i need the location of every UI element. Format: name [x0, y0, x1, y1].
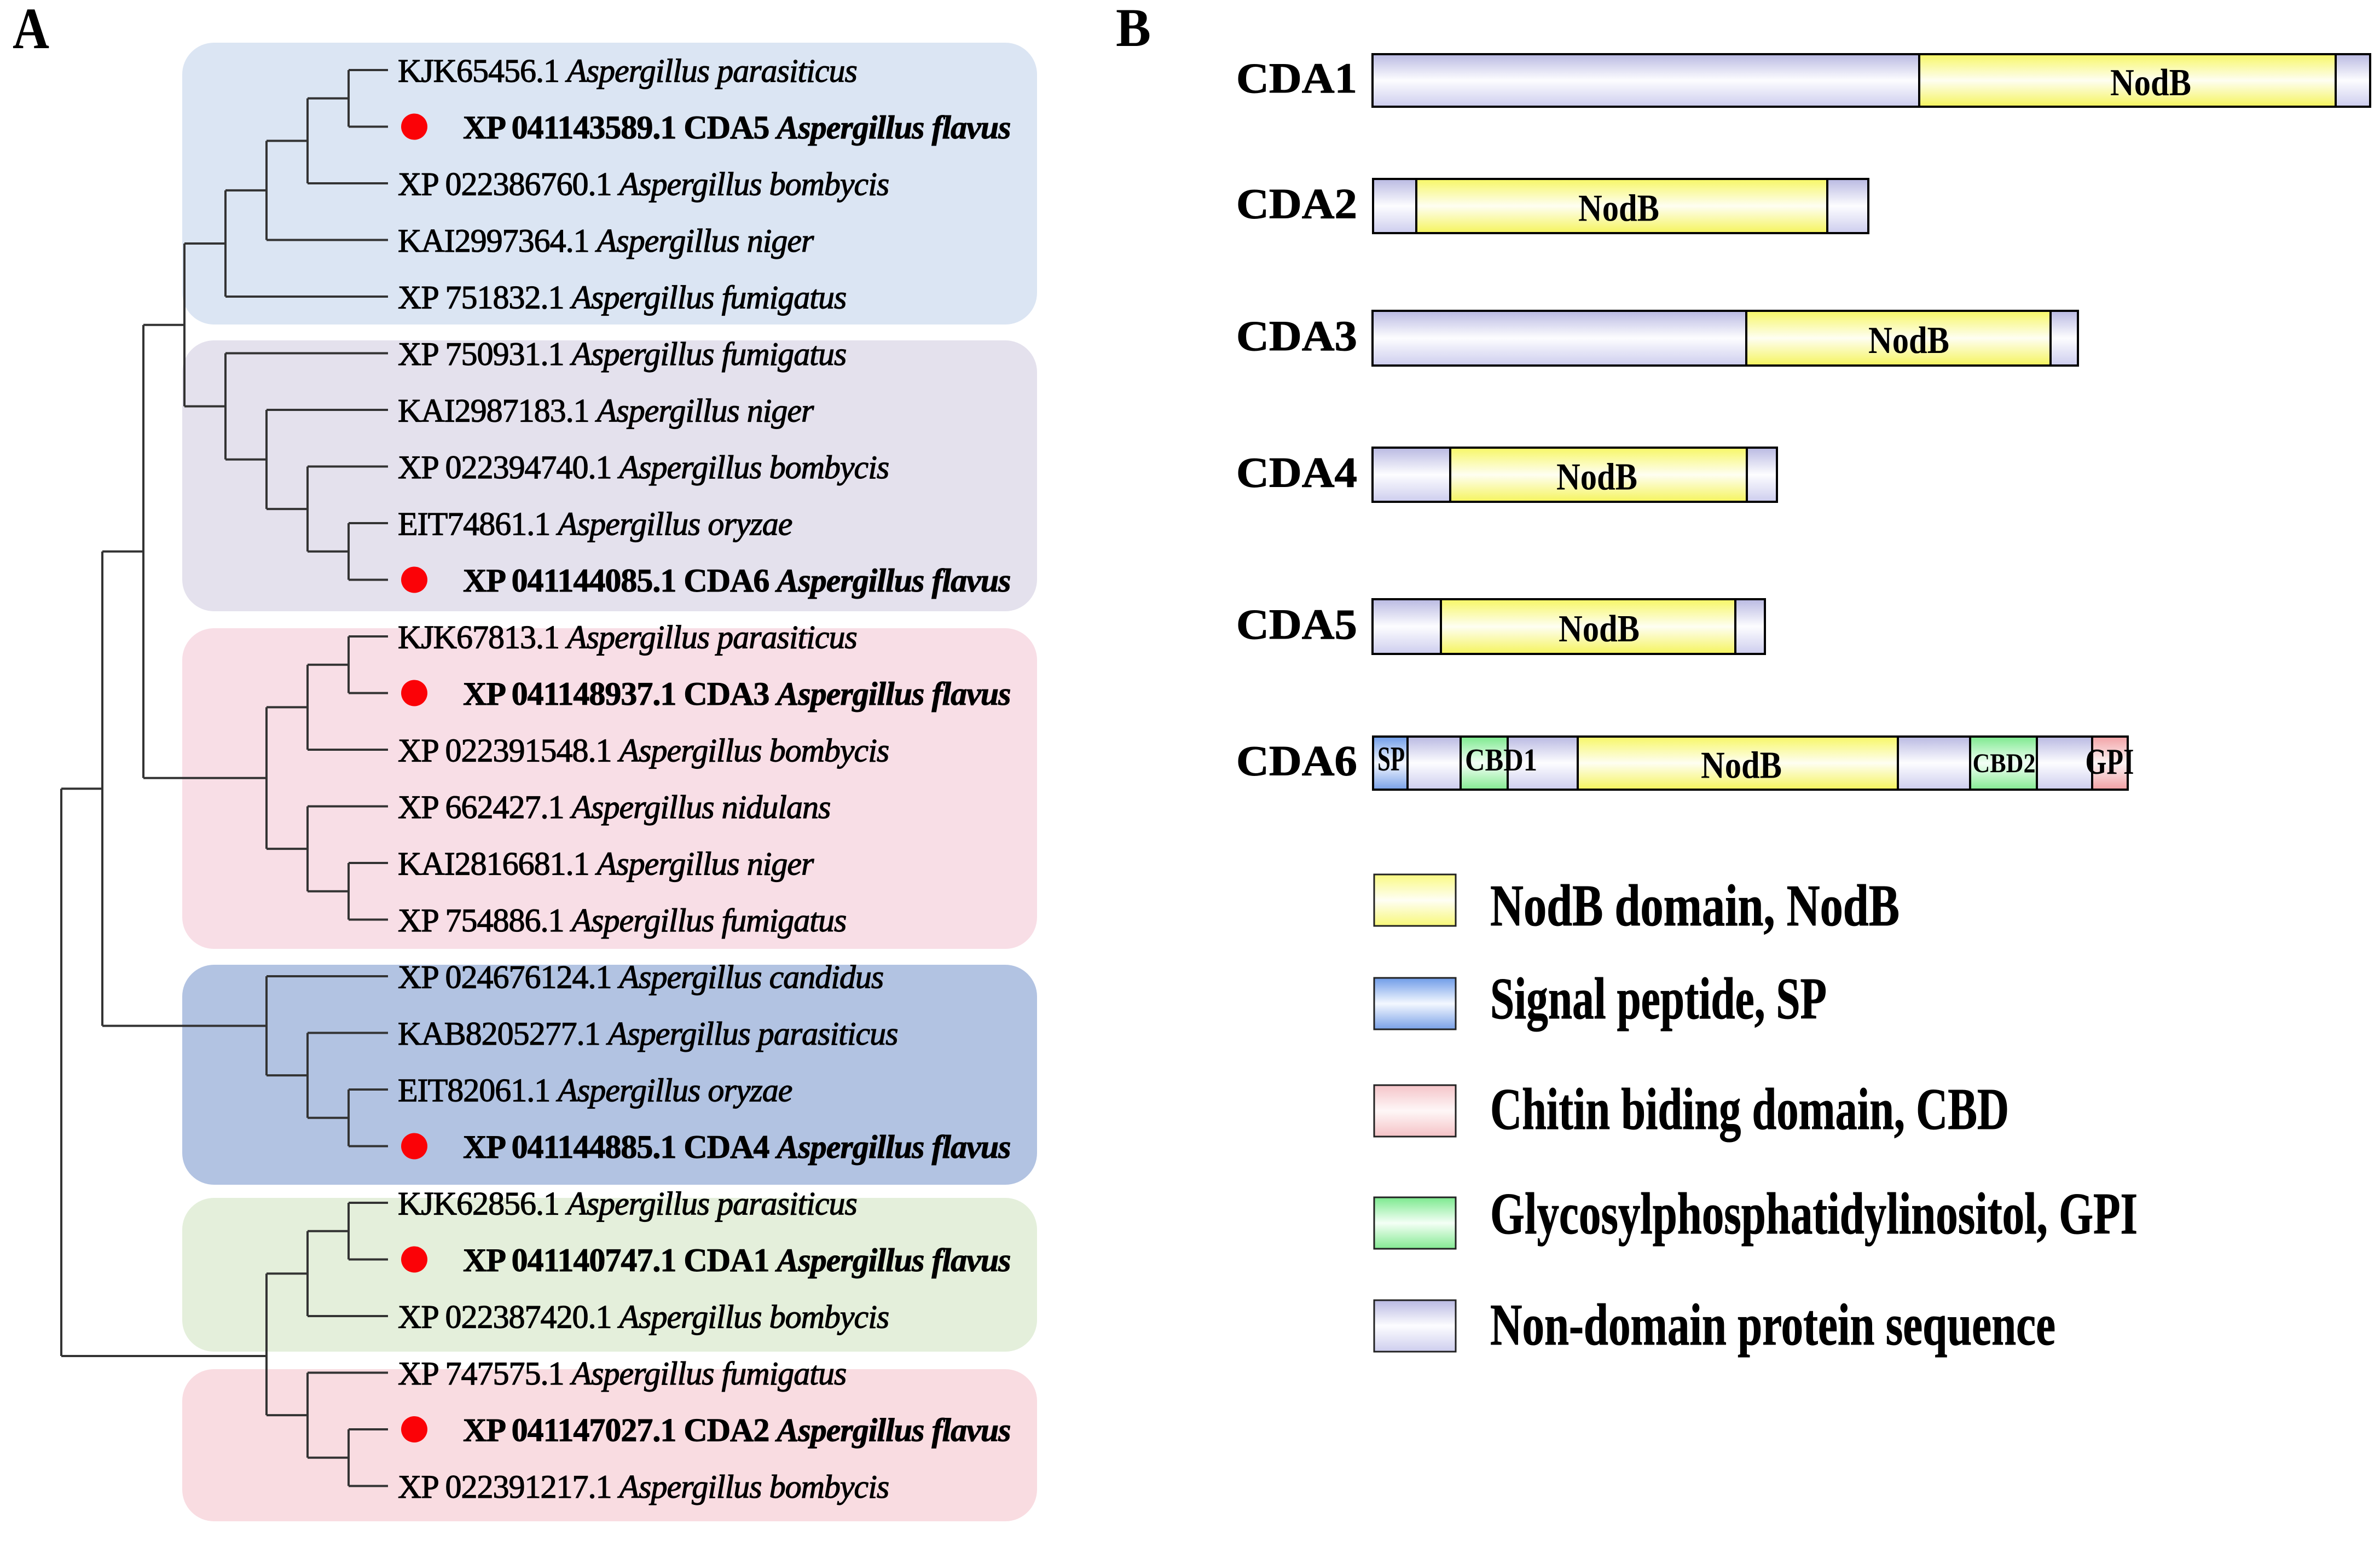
svg-text:KJK65456.1 Aspergillus parasit: KJK65456.1 Aspergillus parasiticus	[398, 53, 857, 89]
svg-text:XP 754886.1 Aspergillus fumiga: XP 754886.1 Aspergillus fumigatus	[398, 902, 846, 938]
svg-text:Chitin biding domain, CBD: Chitin biding domain, CBD	[1490, 1077, 2009, 1142]
svg-text:B: B	[1116, 0, 1151, 58]
svg-text:CDA5: CDA5	[1236, 600, 1357, 648]
svg-text:Signal peptide, SP: Signal peptide, SP	[1490, 966, 1827, 1032]
svg-text:NodB: NodB	[2110, 62, 2191, 104]
svg-text:CDA2: CDA2	[1236, 179, 1357, 227]
svg-text:XP 041144885.1 CDA4 Aspergillu: XP 041144885.1 CDA4 Aspergillus flavus	[463, 1129, 1010, 1165]
svg-text:XP 750931.1 Aspergillus fumiga: XP 750931.1 Aspergillus fumigatus	[398, 336, 846, 372]
svg-text:KAB8205277.1 Aspergillus paras: KAB8205277.1 Aspergillus parasiticus	[398, 1016, 898, 1052]
svg-text:CBD2: CBD2	[1973, 748, 2036, 778]
svg-text:XP 022387420.1 Aspergillus bom: XP 022387420.1 Aspergillus bombycis	[398, 1299, 889, 1335]
svg-text:Glycosylphosphatidylinositol,: Glycosylphosphatidylinositol, GPI	[1490, 1181, 2138, 1247]
svg-text:XP 041148937.1 CDA3 Aspergillu: XP 041148937.1 CDA3 Aspergillus flavus	[463, 676, 1010, 712]
svg-text:NodB: NodB	[1559, 608, 1640, 650]
svg-text:GPI: GPI	[2086, 741, 2134, 782]
svg-text:XP 662427.1 Aspergillus nidula: XP 662427.1 Aspergillus nidulans	[398, 789, 830, 825]
svg-text:KJK67813.1 Aspergillus parasit: KJK67813.1 Aspergillus parasiticus	[398, 619, 857, 655]
svg-text:XP 041144085.1 CDA6 Aspergillu: XP 041144085.1 CDA6 Aspergillus flavus	[463, 563, 1010, 599]
svg-text:NodB: NodB	[1578, 188, 1659, 230]
svg-text:CDA6: CDA6	[1236, 737, 1357, 784]
svg-text:CBD1: CBD1	[1465, 742, 1537, 778]
svg-text:XP 022386760.1 Aspergillus bom: XP 022386760.1 Aspergillus bombycis	[398, 166, 889, 202]
svg-text:NodB: NodB	[1556, 456, 1637, 499]
svg-text:XP 022391548.1 Aspergillus bom: XP 022391548.1 Aspergillus bombycis	[398, 732, 889, 768]
svg-text:KJK62856.1 Aspergillus parasit: KJK62856.1 Aspergillus parasiticus	[398, 1185, 857, 1221]
svg-text:XP 041143589.1 CDA5 Aspergillu: XP 041143589.1 CDA5 Aspergillus flavus	[463, 109, 1010, 146]
svg-text:XP 022391217.1 Aspergillus bom: XP 022391217.1 Aspergillus bombycis	[398, 1469, 889, 1505]
svg-text:KAI2987183.1 Aspergillus niger: KAI2987183.1 Aspergillus niger	[398, 392, 814, 428]
svg-text:XP 041147027.1 CDA2 Aspergillu: XP 041147027.1 CDA2 Aspergillus flavus	[463, 1412, 1010, 1448]
svg-text:XP 024676124.1 Aspergillus can: XP 024676124.1 Aspergillus candidus	[398, 959, 883, 995]
svg-text:EIT74861.1 Aspergillus oryzae: EIT74861.1 Aspergillus oryzae	[398, 506, 792, 542]
svg-text:KAI2997364.1 Aspergillus niger: KAI2997364.1 Aspergillus niger	[398, 223, 814, 259]
svg-text:SP: SP	[1377, 739, 1405, 778]
svg-text:NodB: NodB	[1701, 745, 1782, 787]
svg-text:NodB domain, NodB: NodB domain, NodB	[1490, 873, 1900, 938]
svg-text:KAI2816681.1 Aspergillus niger: KAI2816681.1 Aspergillus niger	[398, 845, 814, 882]
svg-text:NodB: NodB	[1868, 320, 1949, 362]
svg-text:XP 041140747.1 CDA1 Aspergillu: XP 041140747.1 CDA1 Aspergillus flavus	[463, 1242, 1010, 1278]
svg-text:XP 022394740.1 Aspergillus bom: XP 022394740.1 Aspergillus bombycis	[398, 449, 889, 485]
svg-text:CDA4: CDA4	[1236, 448, 1357, 496]
svg-text:XP 747575.1 Aspergillus fumiga: XP 747575.1 Aspergillus fumigatus	[398, 1355, 846, 1392]
svg-text:Non-domain protein sequence: Non-domain protein sequence	[1490, 1293, 2055, 1358]
svg-text:EIT82061.1 Aspergillus oryzae: EIT82061.1 Aspergillus oryzae	[398, 1072, 792, 1108]
svg-text:CDA1: CDA1	[1236, 54, 1357, 102]
svg-text:XP 751832.1 Aspergillus fumiga: XP 751832.1 Aspergillus fumigatus	[398, 279, 846, 315]
svg-text:A: A	[13, 0, 49, 61]
svg-text:CDA3: CDA3	[1236, 312, 1357, 360]
